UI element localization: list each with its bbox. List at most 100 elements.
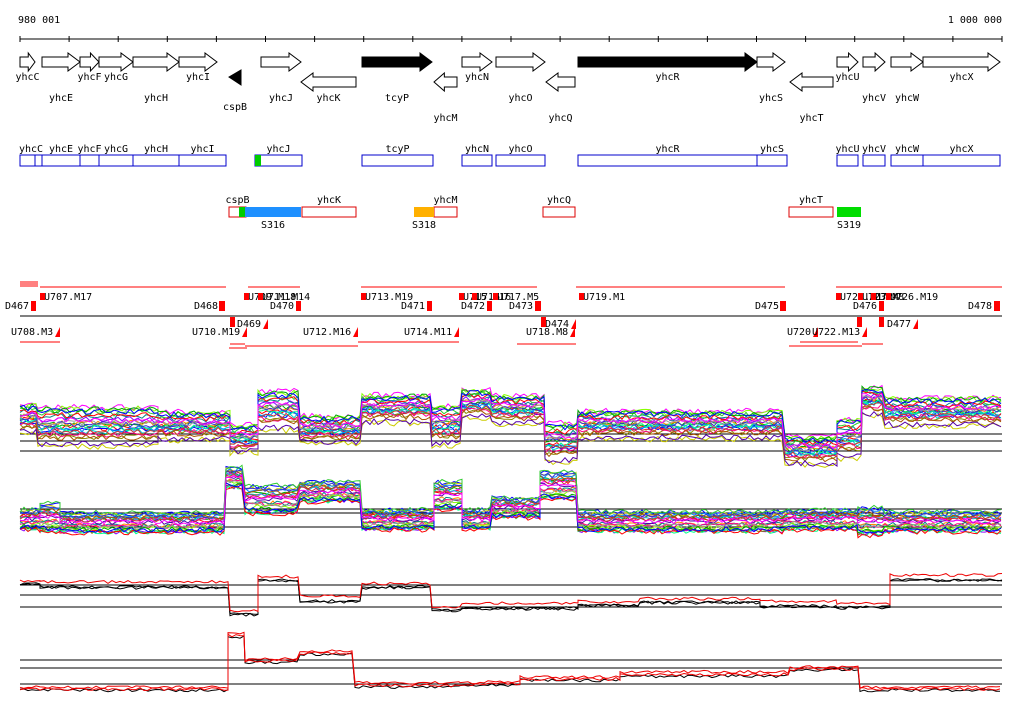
tu-label-D477: D477 xyxy=(887,319,911,330)
gene-label-tcyP: tcyP xyxy=(385,93,409,104)
reverse-box-yhcM xyxy=(433,206,458,218)
gene-arrow-yhcX xyxy=(922,52,1001,72)
gene-arrow-tcyP xyxy=(361,52,433,72)
condition-profiles-1 xyxy=(19,384,1002,468)
tu-marker xyxy=(862,327,867,337)
gene-arrow-yhcS xyxy=(756,52,786,72)
tu-label-D478: D478 xyxy=(968,301,992,312)
tu-label-D472: D472 xyxy=(461,301,485,312)
cds-label-yhcW: yhcW xyxy=(895,144,920,155)
tu-marker xyxy=(813,327,818,337)
cds-marker-yhcJ xyxy=(255,155,261,166)
cds-box-yhcN xyxy=(461,154,493,167)
tu-marker xyxy=(536,301,541,311)
tu-marker xyxy=(242,327,247,337)
cds-box-yhcI xyxy=(178,154,227,167)
cds-box-yhcF xyxy=(79,154,100,167)
gene-label-yhcO: yhcO xyxy=(508,93,532,104)
gene-arrow-yhcR xyxy=(577,52,758,72)
reverse-label-yhcQ: yhcQ xyxy=(547,195,571,206)
tu-marker xyxy=(258,293,263,300)
gene-arrow-yhcW xyxy=(890,52,924,72)
tu-marker xyxy=(244,293,249,300)
cds-box-yhcW xyxy=(890,154,924,167)
profile-line xyxy=(19,578,1003,615)
profile-line xyxy=(19,410,1002,468)
tu-marker xyxy=(55,327,60,337)
cds-label-yhcO: yhcO xyxy=(508,144,532,155)
tu-marker xyxy=(995,301,1000,311)
cds-box-small xyxy=(34,154,43,167)
tu-marker xyxy=(219,301,224,311)
tu-marker xyxy=(871,293,876,300)
tu-label-D473: D473 xyxy=(509,301,533,312)
gene-track: yhcC yhcE yhcF yhcG yhcH yhcI cspB yhcJ yhcK tcyP… xyxy=(15,51,1001,124)
gene-label-yhcJ: yhcJ xyxy=(269,93,293,104)
gene-arrow-yhcN xyxy=(461,52,493,72)
gene-label-yhcH: yhcH xyxy=(144,93,168,104)
reverse-label-cspB: cspB xyxy=(225,195,249,206)
ruler-end-label: 1 000 000 xyxy=(948,15,1002,26)
profile-line xyxy=(19,401,1002,457)
gene-label-cspB: cspB xyxy=(223,102,247,113)
gene-label-yhcT: yhcT xyxy=(799,113,823,124)
gene-arrow-yhcF xyxy=(79,51,100,73)
cds-box-yhcU xyxy=(836,154,859,167)
tu-marker xyxy=(571,319,576,329)
tu-marker xyxy=(454,327,459,337)
gene-label-yhcV: yhcV xyxy=(862,93,886,104)
tu-marker xyxy=(353,327,358,337)
gene-label-yhcQ: yhcQ xyxy=(548,113,572,124)
ruler: 980 001 1 000 000 xyxy=(18,15,1003,42)
gene-arrow-yhcG xyxy=(98,52,134,72)
tu-marker xyxy=(780,301,785,311)
tu-marker xyxy=(459,293,464,300)
profile-line xyxy=(19,633,1001,692)
cds-box-yhcE xyxy=(41,154,81,167)
gene-arrow-yhcC xyxy=(19,51,36,73)
cds-label-yhcH: yhcH xyxy=(144,144,168,155)
tu-marker xyxy=(296,301,301,311)
tu-marker xyxy=(263,319,268,329)
tu-marker xyxy=(541,317,546,327)
tu-label-U707.M17: U707.M17 xyxy=(44,292,92,303)
gene-label-yhcW: yhcW xyxy=(895,93,920,104)
profile-line xyxy=(19,573,1003,613)
tu-label-D467: D467 xyxy=(5,301,29,312)
cds-label-yhcV: yhcV xyxy=(862,144,886,155)
tu-label-D470: D470 xyxy=(270,301,294,312)
profile-line xyxy=(19,473,1002,524)
gene-label-yhcC: yhcC xyxy=(15,72,39,83)
tu-label-D474: D474 xyxy=(545,319,569,330)
tu-label-U719.M1: U719.M1 xyxy=(583,292,625,303)
gene-label-yhcR: yhcR xyxy=(655,72,680,83)
cds-label-yhcF: yhcF xyxy=(77,144,101,155)
mean-profile-2-reference-lines xyxy=(20,659,1002,685)
profile-line xyxy=(19,392,1002,449)
profile-line xyxy=(19,465,1002,517)
cds-label-yhcE: yhcE xyxy=(49,144,73,155)
gene-arrow-yhcJ xyxy=(260,52,302,72)
cds-box-yhcO xyxy=(495,154,546,167)
tu-marker xyxy=(858,293,863,300)
cds-box-yhcS xyxy=(756,154,788,167)
expression-profiles xyxy=(19,384,1003,693)
cds-label-yhcC: yhcC xyxy=(19,144,43,155)
cds-label-yhcX: yhcX xyxy=(949,144,973,155)
tu-marker xyxy=(879,301,884,311)
profile-line xyxy=(19,479,1002,530)
segment-label-S316: S316 xyxy=(261,220,285,231)
gene-label-yhcM: yhcM xyxy=(433,113,457,124)
gene-label-yhcX: yhcX xyxy=(949,72,973,83)
gene-label-yhcS: yhcS xyxy=(759,93,783,104)
tu-label-U722.M13: U722.M13 xyxy=(812,327,860,338)
gene-arrow-yhcH xyxy=(132,52,180,72)
reverse-box-track: cspB yhcK yhcM yhcQ yhcT S316 S318 S319 xyxy=(225,195,861,231)
ruler-start-label: 980 001 xyxy=(18,15,60,26)
tu-label-U708.M3: U708.M3 xyxy=(11,327,53,338)
tu-label-U711.M14: U711.M14 xyxy=(262,292,310,303)
segment-S318 xyxy=(414,207,434,217)
tu-marker xyxy=(570,327,575,337)
segment-S319 xyxy=(837,207,861,217)
